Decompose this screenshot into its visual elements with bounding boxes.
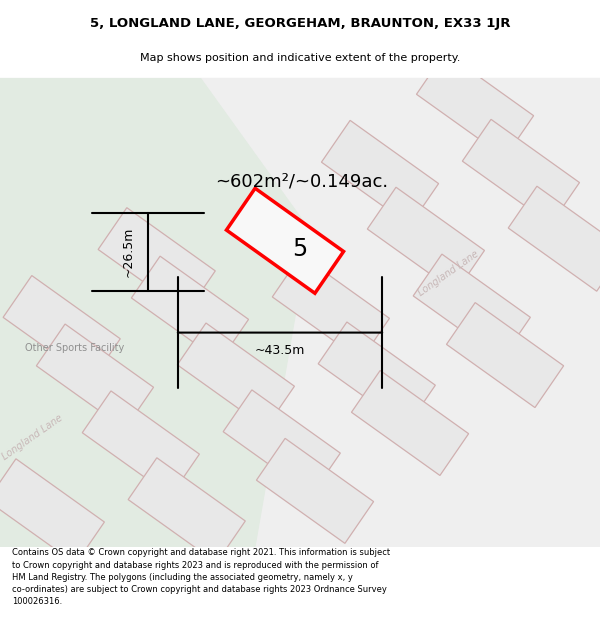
Polygon shape	[272, 255, 389, 360]
Polygon shape	[0, 78, 600, 547]
Polygon shape	[367, 188, 484, 292]
Polygon shape	[413, 254, 530, 359]
Polygon shape	[352, 371, 469, 476]
Text: Contains OS data © Crown copyright and database right 2021. This information is : Contains OS data © Crown copyright and d…	[12, 548, 390, 606]
Polygon shape	[131, 256, 248, 361]
Polygon shape	[98, 208, 215, 312]
Polygon shape	[256, 438, 374, 543]
Text: Other Sports Facility: Other Sports Facility	[25, 343, 125, 353]
Polygon shape	[446, 302, 563, 408]
Polygon shape	[37, 324, 154, 429]
Polygon shape	[3, 276, 120, 381]
Polygon shape	[177, 323, 295, 428]
Polygon shape	[463, 119, 580, 224]
Polygon shape	[508, 186, 600, 291]
Text: ~26.5m: ~26.5m	[121, 227, 134, 277]
Polygon shape	[416, 52, 533, 158]
Text: 5, LONGLAND LANE, GEORGEHAM, BRAUNTON, EX33 1JR: 5, LONGLAND LANE, GEORGEHAM, BRAUNTON, E…	[90, 17, 510, 30]
Text: ~602m²/~0.149ac.: ~602m²/~0.149ac.	[215, 173, 388, 191]
Polygon shape	[0, 459, 104, 564]
Polygon shape	[128, 458, 245, 562]
Polygon shape	[0, 78, 310, 547]
Polygon shape	[223, 390, 340, 495]
Text: Longland Lane: Longland Lane	[1, 412, 65, 462]
Polygon shape	[226, 188, 344, 293]
Polygon shape	[82, 391, 199, 496]
Polygon shape	[322, 121, 439, 226]
Text: Longland Lane: Longland Lane	[416, 249, 481, 298]
Text: Map shows position and indicative extent of the property.: Map shows position and indicative extent…	[140, 53, 460, 63]
Text: ~43.5m: ~43.5m	[255, 344, 305, 357]
Polygon shape	[318, 322, 436, 427]
Text: 5: 5	[292, 237, 308, 261]
